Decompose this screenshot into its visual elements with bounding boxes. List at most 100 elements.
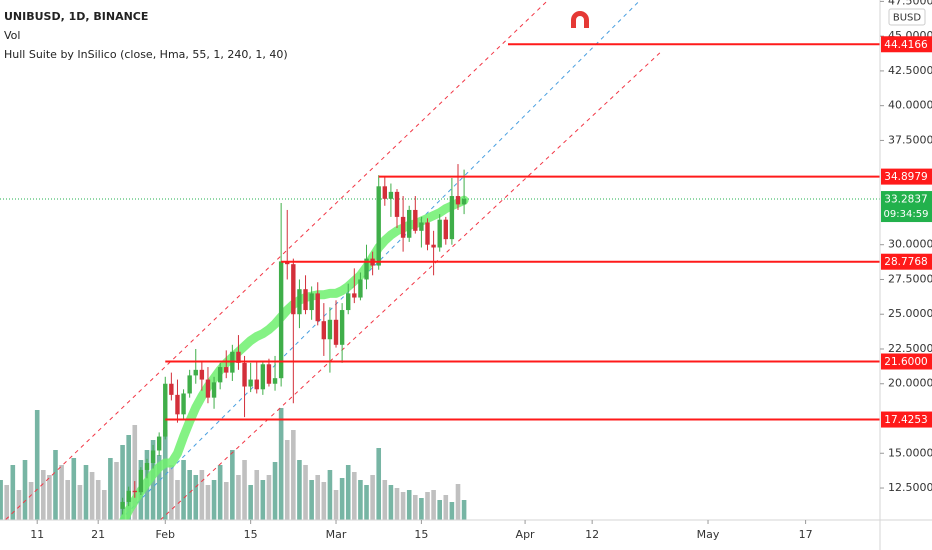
volume-bar (10, 465, 16, 520)
channel-line (119, 0, 641, 520)
volume-bar (437, 500, 442, 520)
volume-bar (156, 455, 162, 520)
volume-bar (101, 490, 107, 520)
level-label-box (881, 36, 932, 53)
candle-body (193, 369, 198, 376)
volume-bar (333, 490, 339, 520)
candle-body (126, 490, 131, 502)
level-label: 44.4166 (884, 39, 928, 51)
volume-bar (83, 465, 89, 520)
x-tick-label: Apr (516, 528, 536, 541)
volume-bar (193, 475, 199, 520)
candle-body (248, 379, 253, 387)
volume-bar (199, 470, 205, 520)
candle-body (217, 367, 223, 383)
volume-bar (4, 485, 10, 520)
candle-body (144, 462, 150, 470)
volume-bar (89, 472, 95, 520)
volume-bar (230, 450, 235, 520)
volume-bar (114, 462, 119, 520)
candle-body (236, 351, 241, 363)
volume-bar (309, 480, 314, 520)
volume-bar (327, 470, 333, 520)
x-tick-label: 12 (585, 528, 599, 541)
volume-bar (59, 465, 64, 520)
volume-bar (205, 485, 211, 520)
volume-bar (162, 430, 168, 520)
volume-bar (297, 460, 302, 520)
volume-bar (22, 460, 28, 520)
volume-bar (394, 488, 400, 520)
candle-body (327, 319, 333, 340)
level-label: 34.8979 (884, 171, 927, 183)
x-tick-label: Feb (156, 528, 175, 541)
candle-body (266, 364, 272, 384)
volume-bar (400, 492, 406, 520)
x-tick-label: 11 (30, 528, 44, 541)
volume-bar (419, 498, 424, 520)
currency-box[interactable] (888, 8, 926, 26)
volume-bar (242, 460, 247, 520)
y-tick-label: 25.0000 (888, 307, 932, 320)
level-label: 17.4253 (884, 414, 927, 426)
volume-bar (126, 435, 131, 520)
candle-body (419, 222, 424, 231)
plot-area (0, 0, 880, 520)
y-tick-label: 20.0000 (888, 377, 932, 390)
volume-bar (425, 492, 430, 520)
volume-bar (266, 475, 272, 520)
volume-bar (382, 480, 388, 520)
channel-line (4, 0, 549, 520)
candle-body (181, 393, 186, 415)
volume-bar (449, 502, 455, 520)
candle-body (352, 293, 357, 298)
volume-bar (132, 425, 138, 520)
candle-body (278, 261, 284, 379)
candle-body (364, 258, 369, 280)
level-label-box (881, 253, 932, 270)
volume-bar (211, 480, 217, 520)
candle-body (138, 469, 144, 493)
volume-bar (358, 480, 363, 520)
candle-body (431, 244, 436, 248)
candle-body (388, 191, 394, 199)
volume-bar (47, 475, 52, 520)
volume-bar (352, 472, 357, 520)
y-tick-label: 12.5000 (888, 481, 932, 494)
volume-bar (181, 460, 186, 520)
candle-body (272, 378, 278, 384)
volume-bar (272, 462, 278, 520)
candle-body (449, 196, 455, 240)
candle-body (382, 186, 388, 199)
volume-bar (53, 450, 58, 520)
level-label-box (881, 353, 932, 370)
candle-body (394, 191, 400, 217)
x-tick-label: 15 (244, 528, 258, 541)
candle-body (346, 293, 351, 311)
candle-body (303, 289, 308, 311)
volume-bar (71, 458, 77, 520)
y-tick-label: 27.5000 (888, 272, 932, 285)
candle-body (315, 293, 320, 322)
y-tick-label: 30.0000 (888, 238, 932, 251)
candle-body (254, 379, 259, 390)
indicator-label: Hull Suite by InSilico (close, Hma, 55, … (4, 48, 288, 61)
volume-bar (187, 470, 192, 520)
candle-body (242, 362, 247, 387)
candle-body (169, 383, 174, 395)
volume-bar (34, 410, 40, 520)
x-tick-label: May (697, 528, 720, 541)
volume-bar (16, 490, 22, 520)
y-tick-label: 15.0000 (888, 446, 932, 459)
currency-label[interactable]: BUSD (893, 13, 922, 24)
candle-body (443, 219, 448, 240)
volume-bar (0, 480, 3, 520)
candle-body (437, 219, 442, 248)
volume-bar (95, 480, 101, 520)
volume-bar (370, 475, 375, 520)
volume-bar (40, 470, 46, 520)
candle-body (376, 186, 381, 266)
channel-line (160, 52, 661, 520)
candle-body (120, 501, 125, 509)
volume-bar (431, 490, 436, 520)
